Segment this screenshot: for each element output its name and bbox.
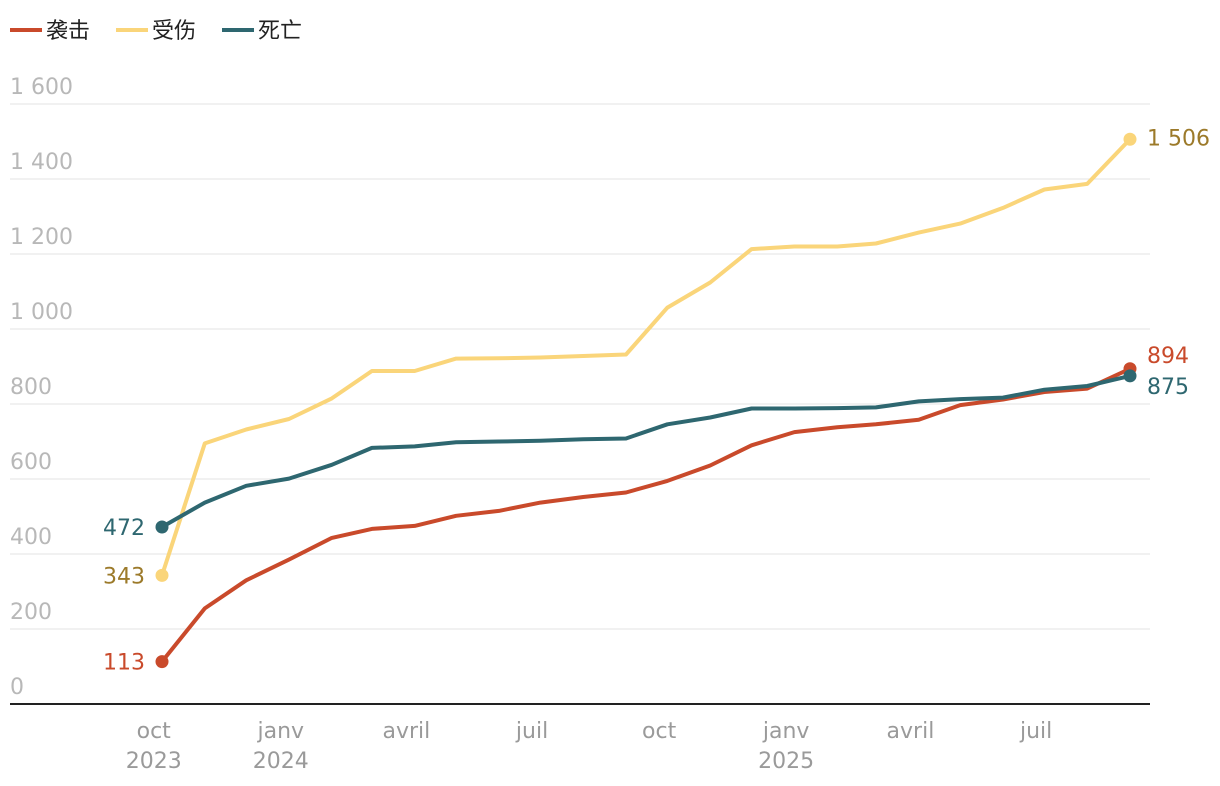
y-axis: 0 200 400 600 800 1 000 1 200 1 400 1 600 xyxy=(10,75,73,700)
series-line-0 xyxy=(160,366,1132,664)
gridlines xyxy=(10,103,1150,705)
x-tick-label: oct xyxy=(642,719,677,744)
series-lines xyxy=(155,132,1137,669)
x-axis: oct 2023 janv 2024 avril juil oct janv 2025 avril… xyxy=(126,719,1053,774)
x-tick-label: juil xyxy=(1019,719,1052,744)
x-tick-label: oct xyxy=(137,719,172,744)
series-start-point-0 xyxy=(155,655,169,669)
series-end-point-1 xyxy=(1123,132,1137,146)
y-tick-label: 600 xyxy=(10,450,52,475)
x-tick-label: juil xyxy=(515,719,548,744)
legend-label-1: 受伤 xyxy=(152,19,196,44)
series-start-point-2 xyxy=(155,520,169,534)
legend-label-0: 袭击 xyxy=(46,19,90,44)
end-value-label: 1 506 xyxy=(1147,126,1210,151)
y-tick-label: 400 xyxy=(10,525,52,550)
y-tick-label: 800 xyxy=(10,375,52,400)
x-tick-year: 2023 xyxy=(126,749,182,774)
y-tick-label: 1 200 xyxy=(10,225,73,250)
start-value-label: 343 xyxy=(103,564,145,589)
end-value-label: 894 xyxy=(1147,344,1189,369)
start-value-label: 113 xyxy=(103,651,145,676)
x-tick-label: janv xyxy=(256,719,304,744)
start-value-label: 472 xyxy=(103,516,145,541)
legend: 袭击 受伤 死亡 xyxy=(10,19,302,44)
x-tick-label: avril xyxy=(383,719,431,744)
value-labels: 113 894 343 1 506 472 875 xyxy=(103,126,1210,675)
end-value-label: 875 xyxy=(1147,375,1189,400)
y-tick-label: 1 600 xyxy=(10,75,73,100)
y-tick-label: 1 000 xyxy=(10,300,73,325)
series-line-2 xyxy=(160,373,1132,529)
legend-label-2: 死亡 xyxy=(258,19,302,44)
y-tick-label: 0 xyxy=(10,675,24,700)
x-tick-label: janv xyxy=(762,719,810,744)
x-tick-year: 2025 xyxy=(758,749,814,774)
series-line-1 xyxy=(160,137,1132,578)
y-tick-label: 1 400 xyxy=(10,150,73,175)
x-tick-label: avril xyxy=(887,719,935,744)
series-start-point-1 xyxy=(155,568,169,582)
series-end-point-2 xyxy=(1123,369,1137,383)
x-tick-year: 2024 xyxy=(253,749,309,774)
y-tick-label: 200 xyxy=(10,600,52,625)
